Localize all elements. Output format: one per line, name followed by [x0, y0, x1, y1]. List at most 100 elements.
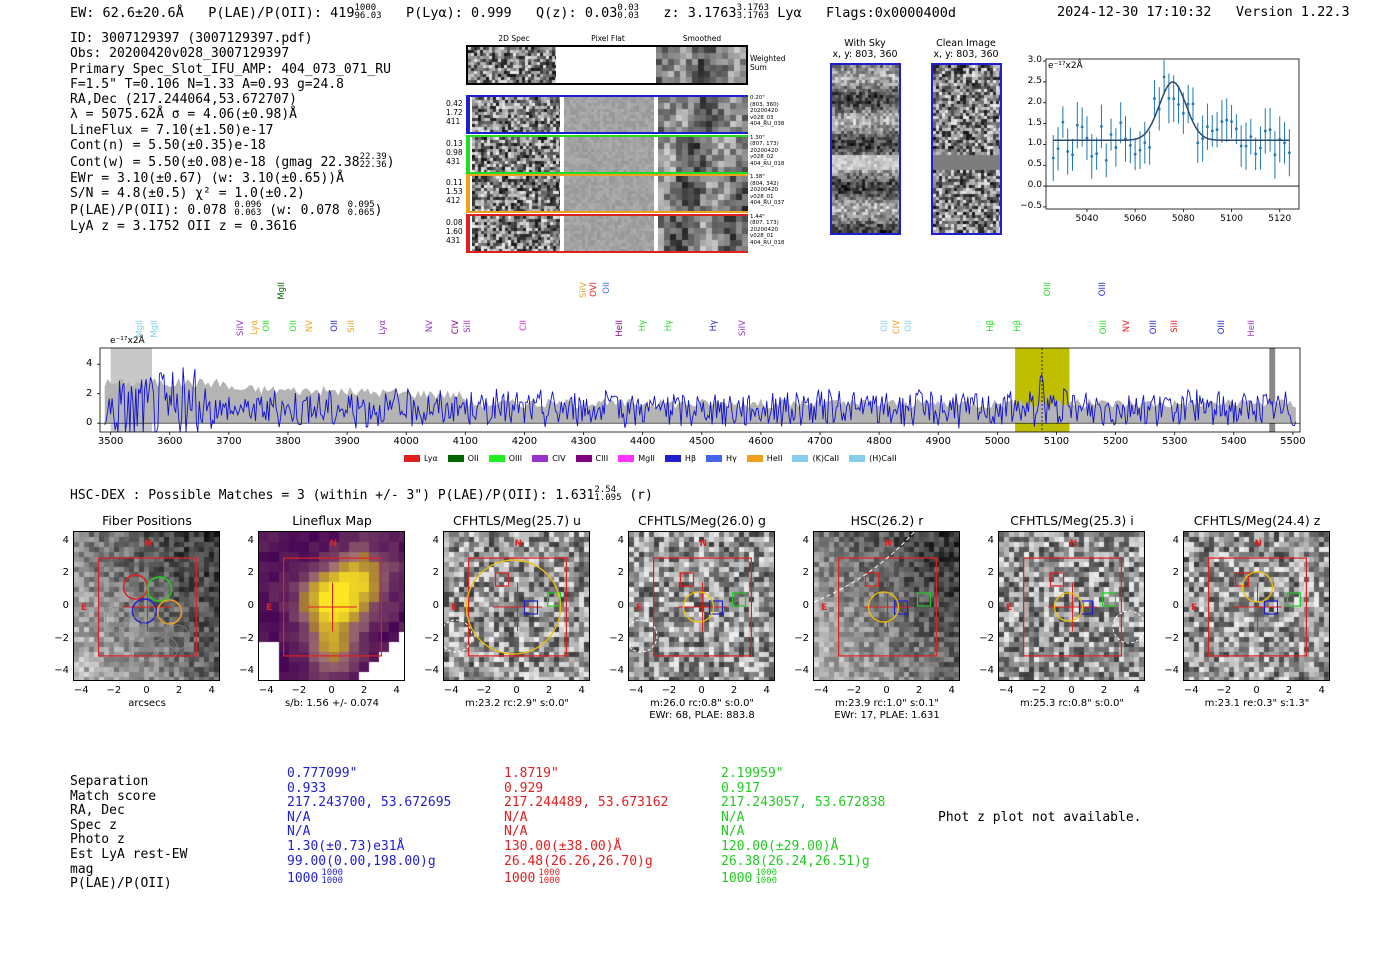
table-cell: 1.30(±0.73)e31Å — [287, 838, 405, 854]
east-marker: E — [821, 603, 827, 613]
zoom-xtick-label: 5060 — [1123, 214, 1147, 224]
legend-item: CIII — [575, 454, 608, 463]
detection-info: ID: 3007129397 (3007129397.pdf) Obs: 202… — [70, 31, 395, 234]
spectrum-xtick-label: 5400 — [1221, 436, 1247, 447]
table-cell: N/A — [721, 824, 745, 840]
cutout-xtick-label: 2 — [1285, 685, 1293, 696]
cutout-xtick-label: 4 — [208, 685, 215, 696]
match-box-red — [679, 572, 695, 587]
line-id-label: OIII — [1148, 320, 1159, 335]
line-id-label: OII — [602, 282, 613, 294]
cutout-overlay: NE — [81, 539, 198, 662]
data-point — [1114, 146, 1118, 149]
table-cell: N/A — [504, 809, 528, 825]
table-cell: 1.8719" — [504, 766, 559, 781]
header-qz: Q(z): 0.03 — [536, 5, 618, 21]
header-flags: Flags:0x0000400d — [826, 5, 957, 21]
data-point — [1056, 147, 1060, 151]
cutout-xtick-label: −2 — [661, 685, 677, 696]
cutout-caption: m:26.0 rc:0.8" s:0.0" — [649, 698, 755, 709]
stamp-row-stats: 0.13 0.98 431 — [446, 138, 463, 166]
data-point — [1196, 141, 1200, 145]
spectrum-ylabel: e⁻¹⁷x2Å — [110, 336, 145, 346]
data-point — [1273, 153, 1277, 157]
data-point — [1225, 118, 1229, 122]
zoom-xtick-label: 5100 — [1220, 214, 1243, 224]
clean-image-canvas — [933, 65, 1000, 233]
spectrum-axes-frame — [99, 347, 1301, 433]
cutout-xtick-label: 4 — [578, 685, 585, 696]
legend-swatch — [404, 455, 420, 462]
legend-swatch — [792, 455, 809, 462]
table-cell: 130.00(±38.00)Å — [504, 838, 622, 854]
line-id-label: CIV — [451, 320, 462, 335]
stamp-flat-image — [564, 97, 654, 132]
cutout-overlay: NE — [266, 539, 383, 657]
cutout-ytick-label: 0 — [987, 600, 994, 611]
info-lineflux: LineFlux = 7.10(±1.50)e-17 — [70, 122, 274, 138]
spectrum-xtick-label: 4000 — [393, 436, 419, 447]
search-box — [653, 557, 753, 657]
data-point — [1100, 124, 1103, 128]
info-sn: S/N = 4.8(±0.5) χ² = 1.0(±0.2) — [70, 185, 305, 201]
line-id-label: HeII — [1246, 320, 1257, 337]
zoom-ytick-label: 3.0 — [1027, 55, 1042, 66]
cutout-ytick-label: 2 — [432, 567, 439, 579]
header-plya: P(Lyα): 0.999 — [405, 5, 512, 21]
stamp-row-fiber-info: 0.20" (803, 360) 20200420 v028_03 404_RU_038 — [750, 95, 785, 127]
info-id: ID: 3007129397 (3007129397.pdf) — [70, 31, 313, 46]
match-column-2: 1.8719" 0.929 217.244489, 53.673162 N/A N/A 1… — [504, 766, 668, 887]
legend-swatch — [618, 455, 635, 462]
table-row-label: Match score — [70, 788, 157, 804]
cutout-xtick-label: 2 — [175, 685, 183, 696]
zoom-xtick-label: 5120 — [1268, 214, 1292, 224]
cutout-xtick-label: 2 — [730, 685, 738, 696]
legend-swatch — [532, 455, 549, 462]
match-box-green — [916, 592, 932, 607]
data-point — [1061, 120, 1065, 124]
info-contw: Cont(w) = 5.50(±0.08)e-18 (gmag 22.38 22.… — [70, 152, 395, 171]
spectrum-ytick-label: 0 — [86, 417, 93, 429]
cutout-ytick-label: 4 — [62, 534, 69, 546]
legend-swatch — [575, 455, 592, 462]
table-cell: N/A — [504, 824, 528, 840]
legend-swatch — [706, 455, 723, 462]
data-point — [1220, 120, 1224, 123]
line-id-label: SiII — [1169, 320, 1180, 333]
data-point — [1095, 152, 1098, 156]
east-marker: E — [451, 603, 457, 613]
zoom-xtick-label: 5040 — [1075, 214, 1099, 224]
cutout-xtick-label: 0 — [698, 685, 705, 696]
stamp-row-stats: 0.08 1.60 431 — [446, 217, 463, 245]
with-sky-image — [830, 63, 901, 235]
stamp-row-fiber-info: 1.30" (807, 173) 20200420 v028_02 404_RU_018 — [750, 134, 785, 167]
table-cell: 1000 1000 1000 — [721, 868, 777, 887]
line-id-label: SiIV — [738, 320, 749, 337]
spectrum-xtick-label: 4700 — [807, 436, 833, 447]
legend-item: CIV — [532, 454, 566, 463]
spectrum-xtick-label: 4900 — [925, 436, 951, 447]
data-point — [1254, 152, 1258, 156]
cutout-xtick-label: 0 — [513, 685, 520, 696]
cutout-ytick-label: 0 — [1172, 600, 1179, 611]
stamp-row-fiber-info: 1.38" (804, 342) 20200420 v028_01 404_RU_037 — [750, 174, 785, 206]
match-column-3: 2.19959" 0.917 217.243057, 53.672838 N/A N/A… — [721, 766, 885, 887]
data-point — [1206, 125, 1209, 129]
cutout-ytick-label: −4 — [794, 665, 809, 677]
cutout-ytick-label: −2 — [1164, 632, 1179, 644]
cutout-xtick-label: 4 — [948, 685, 955, 696]
fiber-circle — [156, 599, 183, 625]
cutout-xtick-label: 0 — [143, 685, 150, 696]
data-point — [1230, 120, 1233, 124]
search-box — [283, 557, 383, 657]
spectrum-xtick-label: 4800 — [866, 436, 892, 447]
line-id-label: OII — [330, 320, 341, 332]
stamp-col-pixel-flat: Pixel Flat — [591, 34, 625, 43]
data-point — [1148, 146, 1152, 149]
cutout-overlay: NE — [814, 532, 938, 657]
stamp-col-2d-spec: 2D Spec — [498, 34, 530, 43]
data-point — [1191, 102, 1195, 106]
table-cell: N/A — [287, 809, 311, 825]
legend-item: Hβ — [664, 454, 696, 463]
